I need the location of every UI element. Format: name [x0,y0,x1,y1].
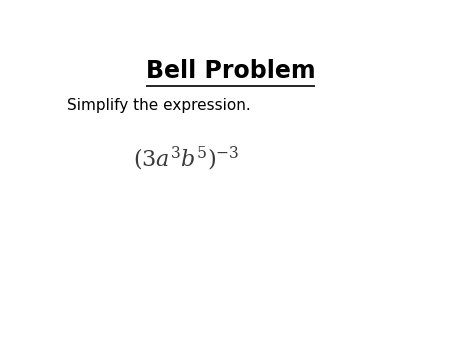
Text: Bell Problem: Bell Problem [146,59,315,83]
Text: Simplify the expression.: Simplify the expression. [67,98,251,113]
Text: $(3a^3b^5)^{-3}$: $(3a^3b^5)^{-3}$ [133,145,239,173]
